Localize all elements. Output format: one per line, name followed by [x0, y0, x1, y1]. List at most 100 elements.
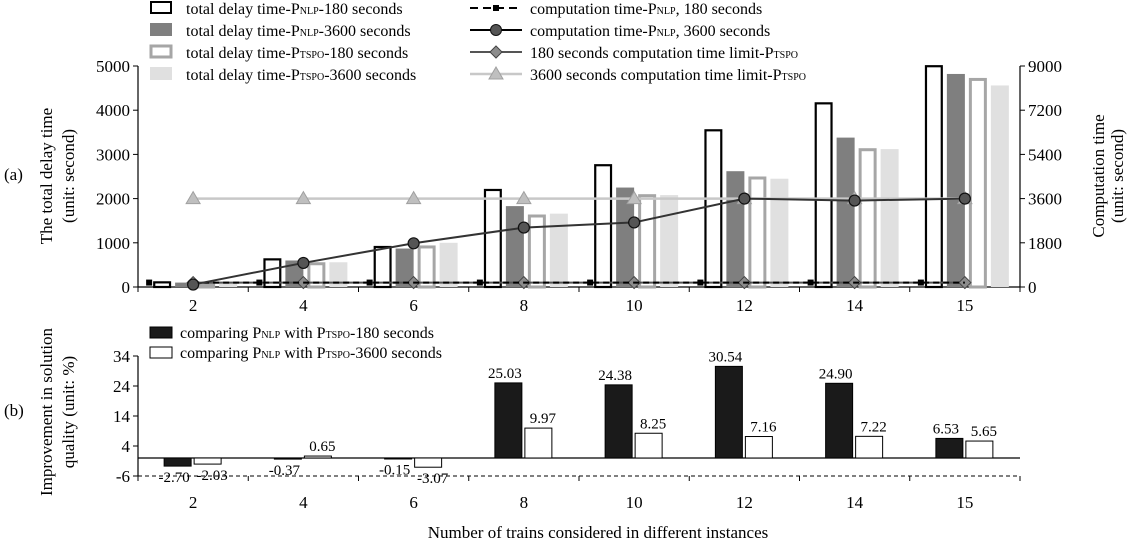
legend-text-part: comparing P: [180, 345, 261, 362]
panel-a-chart: 0 1000 2000 3000 4000 5000 0 1800 3600 5400 7200 90…: [96, 57, 1062, 315]
panel-b-ylabel-line1: Improvement in solution: [37, 327, 56, 496]
panel-a-ytick-label: 0: [122, 278, 131, 297]
panel-a-bar-series-2: [616, 187, 635, 287]
panel-b-bar-series-1: [935, 437, 964, 459]
panel-b-xtick-label: 4: [299, 493, 308, 512]
panel-a-y2tick-label: 7200: [1028, 101, 1062, 120]
panel-a-bar-series-3: [307, 262, 326, 289]
panel-b-bar-series-1: [494, 382, 523, 459]
panel-a-point-comp-3600: [297, 256, 310, 270]
panel-b-bar-series-1: [604, 384, 633, 459]
panel-b-label: (b): [4, 401, 24, 420]
panel-a-bar-series-1: [373, 245, 392, 289]
legend-subscript: TSPO: [774, 50, 798, 61]
panel-a-point-comp-3600: [738, 192, 751, 205]
panel-a-xtick-label: 6: [409, 296, 418, 315]
panel-a-point-comp-3600: [848, 194, 861, 207]
legend-text-part: , 3600 seconds: [676, 23, 771, 40]
legend-subscript: NLP: [261, 330, 280, 341]
legend-subscript: NLP: [261, 350, 280, 361]
panel-a-bar-series-4: [329, 262, 348, 287]
panel-a-y2label-line2: (unit: second): [1108, 129, 1127, 223]
panel-a-xtick-label: 4: [299, 296, 308, 315]
panel-a-point-comp-180: [807, 279, 814, 286]
panel-a-bar-series-4: [660, 195, 679, 287]
panel-a-point-limit-3600: [185, 190, 201, 205]
legend-subscript: TSPO: [300, 50, 324, 61]
panel-b-ytick-label: 24: [113, 377, 131, 396]
panel-a-point-comp-180: [476, 279, 483, 286]
legend-text-part: -180 seconds: [324, 45, 408, 62]
panel-b-xtick-label: 12: [736, 493, 753, 512]
panel-a-bar-series-2: [946, 73, 965, 288]
legend-text-part: comparing P: [180, 325, 261, 342]
panel-b-data-label: -2.03: [197, 468, 228, 484]
panel-b-data-label: 24.90: [819, 366, 853, 382]
legend-text-part: total delay time-P: [186, 45, 300, 62]
legend-symbol-dark-bar: [150, 23, 172, 36]
legend-label: total delay time-PTSPO-180 seconds: [186, 45, 408, 62]
panel-b-bar-series-2: [524, 427, 553, 459]
legend-text-part: total delay time-P: [186, 23, 300, 40]
panel-a-bar-series-1: [483, 188, 502, 289]
panel-a-point-comp-3600: [958, 192, 971, 205]
panel-a-y2tick-label: 9000: [1028, 57, 1062, 76]
panel-b-data-label: 25.03: [488, 366, 522, 382]
panel-a-bar-series-3: [748, 176, 767, 289]
legend-label: 180 seconds computation time limit-PTSPO: [530, 45, 798, 62]
panel-b-bar-series-2: [193, 457, 222, 465]
panel-a-point-comp-180: [587, 279, 594, 286]
legend-text-part: computation time-P: [530, 1, 657, 18]
panel-b-bar-series-1: [163, 457, 192, 467]
panel-a-point-comp-180: [366, 279, 373, 286]
panel-b-bar-series-2: [414, 457, 443, 468]
panel-a-xtick-label: 12: [736, 296, 753, 315]
panel-b-bar-series-2: [744, 436, 773, 459]
legend-text-part: total delay time-P: [186, 67, 300, 84]
panel-a-xtick-label: 14: [846, 296, 864, 315]
panel-b-ytick-label: 14: [113, 407, 131, 426]
panel-b-data-label: 7.22: [861, 419, 887, 435]
panel-a-bar-series-3: [197, 282, 216, 289]
panel-b-data-label: 9.97: [530, 411, 557, 427]
panel-b-bar-series-1: [714, 365, 743, 459]
panel-a-bar-series-3: [858, 148, 877, 289]
panel-a-xtick-label: 15: [956, 296, 973, 315]
panel-a-y2tick-label: 1800: [1028, 234, 1062, 253]
panel-a-bar-series-1: [924, 65, 943, 289]
panel-a-bar-series-3: [968, 77, 987, 289]
panel-b-data-label: -3.07: [417, 471, 449, 487]
legend-text-part: -3600 seconds: [350, 345, 442, 362]
legend-symbol-triangle: [488, 66, 504, 80]
legend-label: 3600 seconds computation time limit-PTSP…: [530, 67, 806, 84]
panel-a-y2tick-label: 0: [1028, 278, 1037, 297]
panel-b-ylabel-line2: quality (unit: %): [59, 356, 78, 468]
panel-b-xtick-label: 2: [189, 493, 198, 512]
legend-b: comparing PNLP with PTSPO-180 seconds com…: [149, 325, 442, 362]
panel-a-bar-series-4: [880, 149, 899, 287]
legend-text-part: 180 seconds computation time limit-P: [530, 45, 774, 62]
panel-a-bar-series-2: [395, 248, 414, 287]
legend-text-part: -180 seconds: [350, 325, 434, 342]
legend-text-part: computation time-P: [530, 23, 657, 40]
legend-symbol-gray-outline-bar: [149, 44, 173, 59]
panel-b-data-label: -2.70: [159, 470, 190, 486]
panel-b-ytick-label: -6: [116, 467, 130, 486]
panel-b-bar-series-2: [855, 435, 884, 459]
panel-a-point-comp-180: [146, 279, 153, 286]
panel-b-data-label: 6.53: [933, 421, 959, 437]
panel-a-bar-series-1: [704, 129, 723, 289]
legend-text-part: with P: [280, 325, 325, 342]
legend-subscript: NLP: [300, 6, 319, 17]
panel-a-ytick-label: 3000: [96, 145, 130, 164]
panel-a-bar-series-4: [990, 85, 1009, 287]
panel-b-bar-series-1: [825, 382, 854, 459]
panel-b-bar-series-2: [634, 432, 663, 459]
legend-text-part: -3600 seconds: [319, 23, 411, 40]
legend-label: total delay time-PNLP-3600 seconds: [186, 23, 411, 40]
panel-a-y2tick-label: 5400: [1028, 145, 1062, 164]
legend-subscript: TSPO: [326, 330, 350, 341]
panel-a-bar-series-4: [219, 282, 238, 287]
